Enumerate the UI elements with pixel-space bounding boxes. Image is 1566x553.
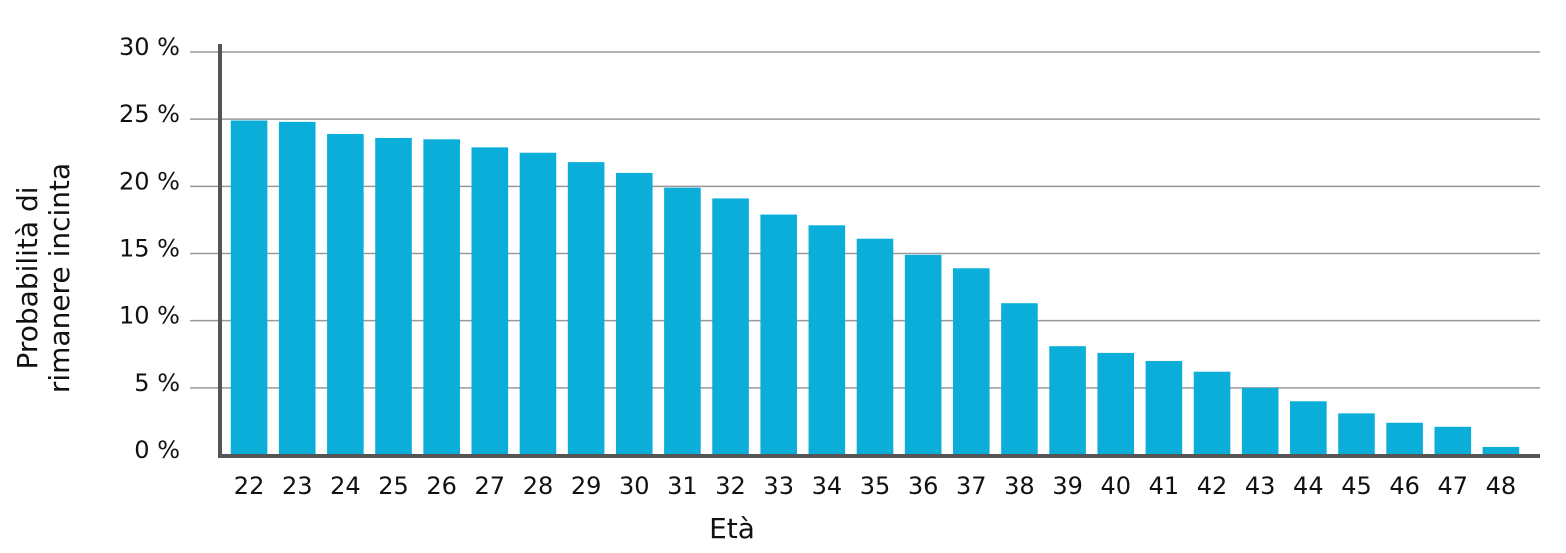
y-title-line: rimanere incinta [43,163,76,393]
bar [1241,387,1279,455]
bar [375,137,412,455]
x-tick-label: 38 [1004,472,1035,500]
x-axis-title: Età [709,512,755,545]
x-tick-label: 43 [1245,472,1276,500]
bar [1145,360,1183,455]
bar [471,147,509,456]
x-tick-label: 40 [1100,472,1131,500]
x-tick-label: 24 [330,472,361,500]
y-tick-label: 20 % [119,167,180,195]
x-tick-label: 33 [763,472,794,500]
y-tick-label: 30 % [119,33,180,61]
x-tick-label: 35 [860,472,891,500]
bar [712,198,749,455]
x-tick-label: 44 [1293,472,1324,500]
x-tick-label: 27 [475,472,506,500]
bar [615,172,653,455]
bar [1001,303,1038,455]
bar [856,238,894,455]
x-tick-label: 34 [812,472,843,500]
bar [1386,422,1423,455]
y-tick-label: 25 % [119,100,180,128]
x-tick-label: 30 [619,472,650,500]
bar [760,214,797,455]
y-tick-label: 0 % [134,436,180,464]
bar [1338,413,1375,455]
x-tick-label: 25 [378,472,409,500]
x-tick-label: 46 [1389,472,1420,500]
y-tick-label: 10 % [119,302,180,330]
bar [327,133,364,455]
x-tick-label: 22 [234,472,265,500]
y-axis-title: Probabilità dirimanere incinta [11,163,76,393]
bar [1434,426,1472,455]
x-tick-label: 26 [426,472,457,500]
bar [423,139,460,456]
bar [1193,371,1231,455]
bar [1049,346,1086,455]
x-tick-label: 45 [1341,472,1372,500]
bar [278,121,316,455]
bar [1097,352,1135,455]
x-tick-label: 48 [1486,472,1517,500]
bar [664,187,701,455]
x-tick-label: 31 [667,472,698,500]
x-tick-label: 39 [1052,472,1083,500]
bar [953,268,990,455]
x-tick-label: 32 [715,472,746,500]
x-tick-label: 42 [1197,472,1228,500]
bar [904,254,942,455]
x-tick-label: 47 [1438,472,1469,500]
bar [808,225,846,455]
x-tick-label: 23 [282,472,313,500]
y-title-line: Probabilità di [11,186,44,369]
x-tick-label: 28 [523,472,554,500]
y-tick-label: 5 % [134,369,180,397]
bar [567,162,605,456]
x-tick-label: 29 [571,472,602,500]
bar [1290,401,1327,455]
bar [1482,446,1520,455]
x-tick-label: 41 [1149,472,1180,500]
bar [519,152,557,455]
x-tick-label: 37 [956,472,987,500]
bar [230,120,268,455]
y-tick-label: 15 % [119,235,180,263]
x-tick-label: 36 [908,472,939,500]
